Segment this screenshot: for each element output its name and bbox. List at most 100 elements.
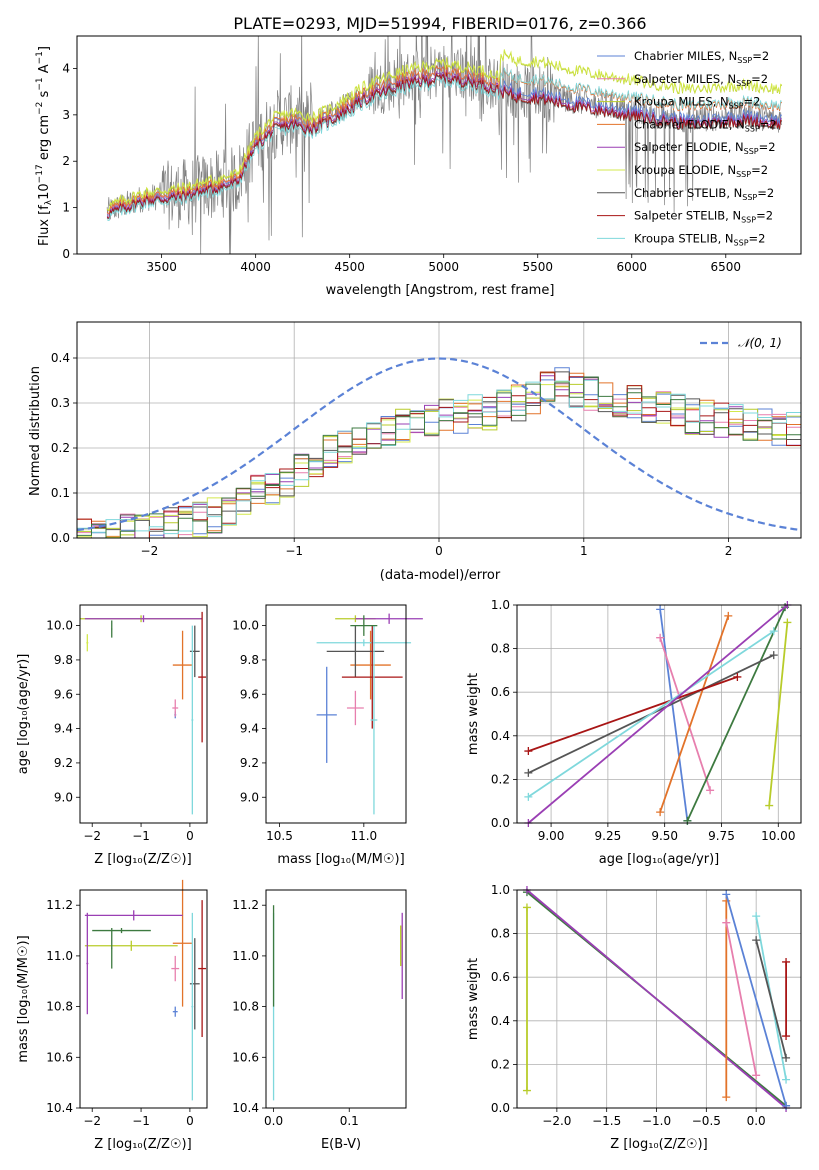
p-ageM-ytick-label-0: 9.0 [240,790,259,804]
p-wAge-marker-5-1 [769,651,778,660]
weight-vs-z-xlabel: Z [log₁₀(Z/Z☉)] [610,1137,707,1152]
mass-vs-ebv-xlabel: E(B-V) [321,1137,361,1152]
p-residuals-ytick-label-1: 0.1 [51,486,70,500]
normal-curve [77,357,801,532]
p-massZ-ytick-label-0: 10.4 [46,1101,73,1115]
p-ageM-ytick-label-1: 9.2 [240,756,259,770]
p-wZ-marker-6-1 [782,1075,791,1084]
p-wZ-line-7 [755,939,787,1059]
p-spectrum-xtick-label-0: 3500 [146,260,177,274]
p-wAge-marker-6-1 [733,672,742,681]
p-ageM-ytick-label-2: 9.4 [240,722,259,736]
weight-vs-age-panel: age [log₁₀(age/yr)] mass weight 9.00 9.25… [466,598,802,867]
p-wAge-ytick-label-5: 1.0 [491,598,510,612]
weight-vs-z-panel: Z [log₁₀(Z/Z☉)] mass weight −2.0 −1.5 −1.0… [466,883,802,1152]
mass-vs-z-xlabel: Z [log₁₀(Z/Z☉)] [94,1137,191,1152]
p-wZ-marker-5-0 [722,890,731,899]
p-wAge-frame [516,604,802,824]
p-ageZ-ytick-label-0: 9.0 [54,790,73,804]
p-wAge-marker-7-0 [524,792,533,801]
p-wZ-line-2 [526,889,787,1109]
p-massZ-xtick-label-1: −1 [132,1114,150,1128]
p-wZ-ytick-label-4: 0.8 [491,927,510,941]
p-residuals-xtick-label-0: −2 [141,544,159,558]
mass-vs-z-ylabel: mass [log₁₀(M/M☉)] [16,935,31,1062]
spectrum-model-line-5 [106,49,783,211]
spectrum-plot [106,36,783,254]
weight-vs-age-xlabel: age [log₁₀(age/yr)] [599,852,720,867]
p-residuals-xtick-label-3: 1 [580,544,588,558]
spectrum-ylabel: Flux [fλ10−17 erg cm−2 s−1 A−1] [35,46,54,246]
age-vs-z-ylabel: age [log₁₀(age/yr)] [16,654,31,775]
p-wZ-frame-group: −2.0 −1.5 −1.0 −0.5 0.0 0.0 0.2 0.4 0.6 0.8 1.0 [491,883,802,1128]
age-vs-mass-plot [316,613,423,815]
p-massEBV-ytick-label-1: 10.6 [232,1050,259,1064]
p-spectrum-ytick-label-1: 1 [62,201,70,215]
p-wZ-ytick-label-1: 0.2 [491,1057,510,1071]
age-vs-z-plot [80,611,207,815]
p-massEBV-xtick-label-0: 0.0 [264,1114,283,1128]
p-massEBV-frame-group: 0.0 0.1 10.4 10.6 10.8 11.0 11.2 [232,889,407,1128]
residuals-plot [77,357,801,538]
p-wAge-xtick-label-4: 10.00 [761,829,795,843]
p-ageZ-frame [79,604,208,824]
weight-vs-age-ylabel: mass weight [466,673,481,755]
p-wZ-marker-7-1 [782,1053,791,1062]
p-wAge-marker-1-0 [656,633,665,642]
p-ageM-ytick-label-5: 10.0 [232,619,259,633]
p-wZ-xtick-label-0: −2.0 [542,1114,571,1128]
p-residuals-ytick-label-4: 0.4 [51,351,70,365]
p-wAge-ytick-label-4: 0.8 [491,642,510,656]
p-massZ-frame [79,889,208,1109]
p-wZ-marker-7-0 [752,936,761,945]
p-residuals-ytick-label-2: 0.2 [51,441,70,455]
p-wZ-frame [516,889,802,1109]
mass-vs-z-plot [84,879,207,1101]
residuals-hist-8 [77,379,801,535]
p-wAge-xtick-label-1: 9.25 [595,829,622,843]
weight-vs-z-ylabel: mass weight [466,958,481,1040]
p-ageM-xtick-label-1: 11.0 [350,829,377,843]
spectrum-legend-label-7: Salpeter STELIB, NSSP=2 [634,209,773,225]
p-wAge-line-2 [659,615,730,813]
age-vs-z-xlabel: Z [log₁₀(Z/Z☉)] [94,852,191,867]
p-massZ-ytick-label-2: 10.8 [46,1000,73,1014]
p-massZ-ytick-label-4: 11.2 [46,898,73,912]
p-spectrum-xtick-label-2: 4500 [334,260,365,274]
p-residuals-ytick-label-0: 0.0 [51,531,70,545]
p-wZ-marker-4-1 [752,1071,761,1080]
p-ageM-ytick-label-4: 9.8 [240,653,259,667]
p-spectrum-ytick-label-3: 3 [62,108,70,122]
spectrum-model-line-3 [106,65,783,214]
p-ageZ-ytick-label-5: 10.0 [46,619,73,633]
p-ageZ-ytick-label-2: 9.4 [54,722,73,736]
p-wZ-marker-0-1 [522,903,531,912]
p-wAge-marker-7-1 [769,627,778,636]
p-spectrum-xtick-label-4: 5500 [522,260,553,274]
p-ageZ-xtick-label-2: 0 [186,829,194,843]
age-vs-z-panel: Z [log₁₀(Z/Z☉)] age [log₁₀(age/yr)] −2 −1… [16,604,208,867]
p-spectrum-frame [76,35,802,255]
figure-title: PLATE=0293, MJD=51994, FIBERID=0176, z=0… [233,14,646,33]
p-massEBV-ytick-label-2: 10.8 [232,1000,259,1014]
mass-vs-z-panel: Z [log₁₀(Z/Z☉)] mass [log₁₀(M/M☉)] −2 −1 0… [16,879,208,1152]
p-wAge-line-3 [768,622,789,806]
p-wAge-marker-6-0 [524,747,533,756]
spectrum-legend-label-1: Salpeter MILES, NSSP=2 [634,72,768,88]
spectrum-legend-label-0: Chabrier MILES, NSSP=2 [634,49,769,65]
p-ageM-frame-group: 10.5 11.0 9.0 9.2 9.4 9.6 9.8 10.0 [232,604,407,843]
spectrum-lines [106,36,783,254]
p-wZ-xtick-label-3: −0.5 [692,1114,721,1128]
p-wAge-marker-0-0 [656,605,665,614]
p-wZ-ytick-label-5: 1.0 [491,883,510,897]
p-wZ-ytick-label-3: 0.6 [491,970,510,984]
p-wAge-line-4 [686,606,786,822]
p-wAge-frame-group: 9.00 9.25 9.50 9.75 10.00 0.0 0.2 0.4 0.6 0.8 1.0 [491,598,802,843]
p-wZ-ytick-label-0: 0.0 [491,1101,510,1115]
p-wAge-marker-3-1 [783,618,792,627]
p-wAge-line-8 [527,604,788,824]
p-wAge-marker-2-1 [724,611,733,620]
p-residuals-xtick-label-1: −1 [285,544,303,558]
p-wAge-marker-3-0 [765,801,774,810]
p-spectrum-ytick-label-2: 2 [62,154,70,168]
